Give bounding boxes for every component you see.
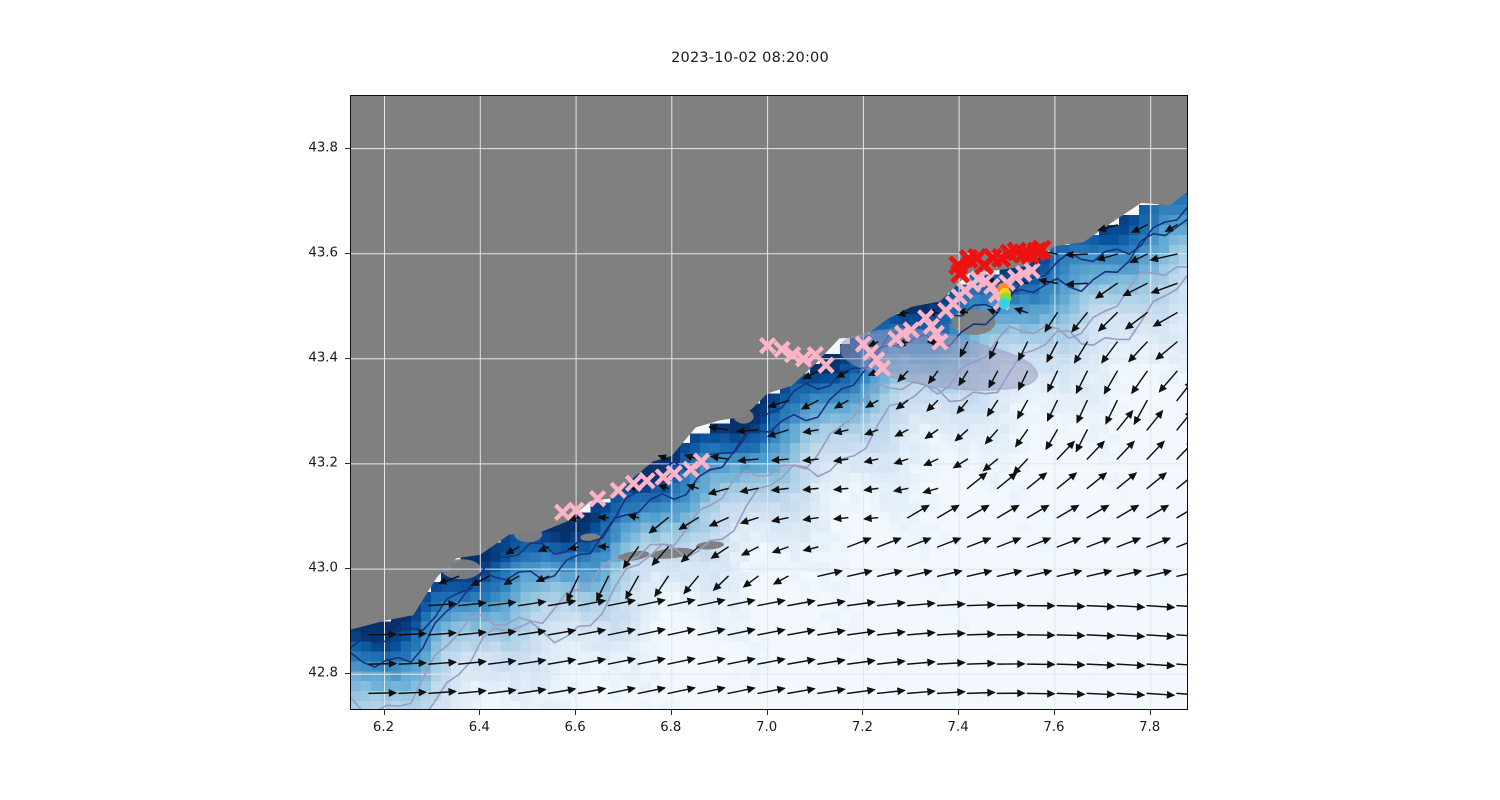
x-tickmark	[383, 710, 385, 715]
x-tickmark	[958, 710, 960, 715]
drifter-track-pink	[553, 261, 1041, 522]
map-axes[interactable]	[350, 95, 1188, 710]
x-axis-tick-label: 6.6	[564, 720, 586, 735]
y-tickmark	[345, 147, 350, 149]
x-axis-tick-label: 6.8	[660, 720, 682, 735]
x-tickmark	[479, 710, 481, 715]
x-axis-tick-label: 7.2	[851, 720, 873, 735]
y-axis-tick-label: 43.6	[308, 245, 338, 261]
y-axis-tick-label: 43.4	[308, 350, 338, 366]
x-tickmark	[766, 710, 768, 715]
map-plot-surface	[351, 96, 1187, 709]
x-tickmark	[575, 710, 577, 715]
x-axis-tick-label: 7.8	[1139, 720, 1161, 735]
x-axis-tick-label: 6.2	[372, 720, 395, 735]
x-tickmark	[1053, 710, 1055, 715]
y-tickmark	[345, 462, 350, 464]
y-axis-tick-label: 42.8	[308, 665, 338, 681]
y-axis-tick-label: 43.0	[308, 560, 338, 576]
y-axis-tick-label: 43.2	[308, 455, 338, 471]
x-axis-tick-label: 6.4	[468, 720, 490, 735]
x-axis-tick-label: 7.4	[947, 720, 969, 735]
x-axis-tick-label: 7.0	[756, 720, 778, 735]
y-tickmark	[345, 568, 350, 570]
x-tickmark	[670, 710, 672, 715]
drifter-track-red	[948, 239, 1052, 284]
figure-title: 2023-10-02 08:20:00	[671, 50, 829, 66]
x-tickmark	[1149, 710, 1151, 715]
y-tickmark	[345, 252, 350, 254]
y-axis-tick-label: 43.8	[308, 140, 338, 156]
y-tickmark	[345, 357, 350, 359]
x-tickmark	[862, 710, 864, 715]
current-position-dots	[997, 282, 1012, 310]
y-tickmark	[345, 673, 350, 675]
x-axis-tick-label: 7.6	[1043, 720, 1065, 735]
